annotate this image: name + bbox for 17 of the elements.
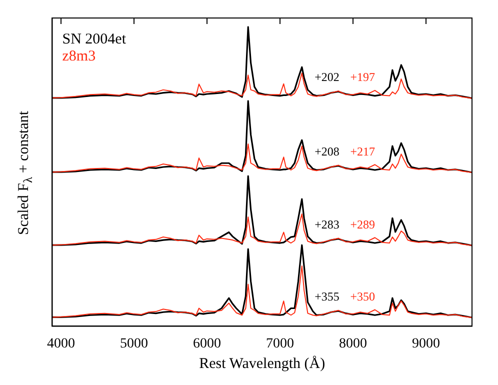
annotation: +197 (350, 70, 376, 84)
x-tick-label: 5000 (120, 336, 148, 352)
x-tick-label: 7000 (266, 336, 294, 352)
x-tick-label: 6000 (193, 336, 222, 352)
legend-label: SN 2004et (62, 31, 127, 48)
annotation: +208 (314, 144, 340, 158)
annotation: +283 (314, 217, 340, 232)
x-axis-title: Rest Wavelength (Å) (199, 354, 326, 372)
annotation: +350 (350, 289, 376, 304)
x-tick-label: 8000 (339, 336, 368, 352)
series-label: z8m3 (62, 48, 96, 64)
x-tick-label: 9000 (412, 336, 440, 352)
annotation: +355 (314, 289, 340, 304)
x-tick-label: 4000 (47, 336, 75, 352)
annotation: +202 (314, 70, 340, 84)
annotation: +217 (350, 144, 376, 158)
annotation: +289 (350, 217, 376, 232)
